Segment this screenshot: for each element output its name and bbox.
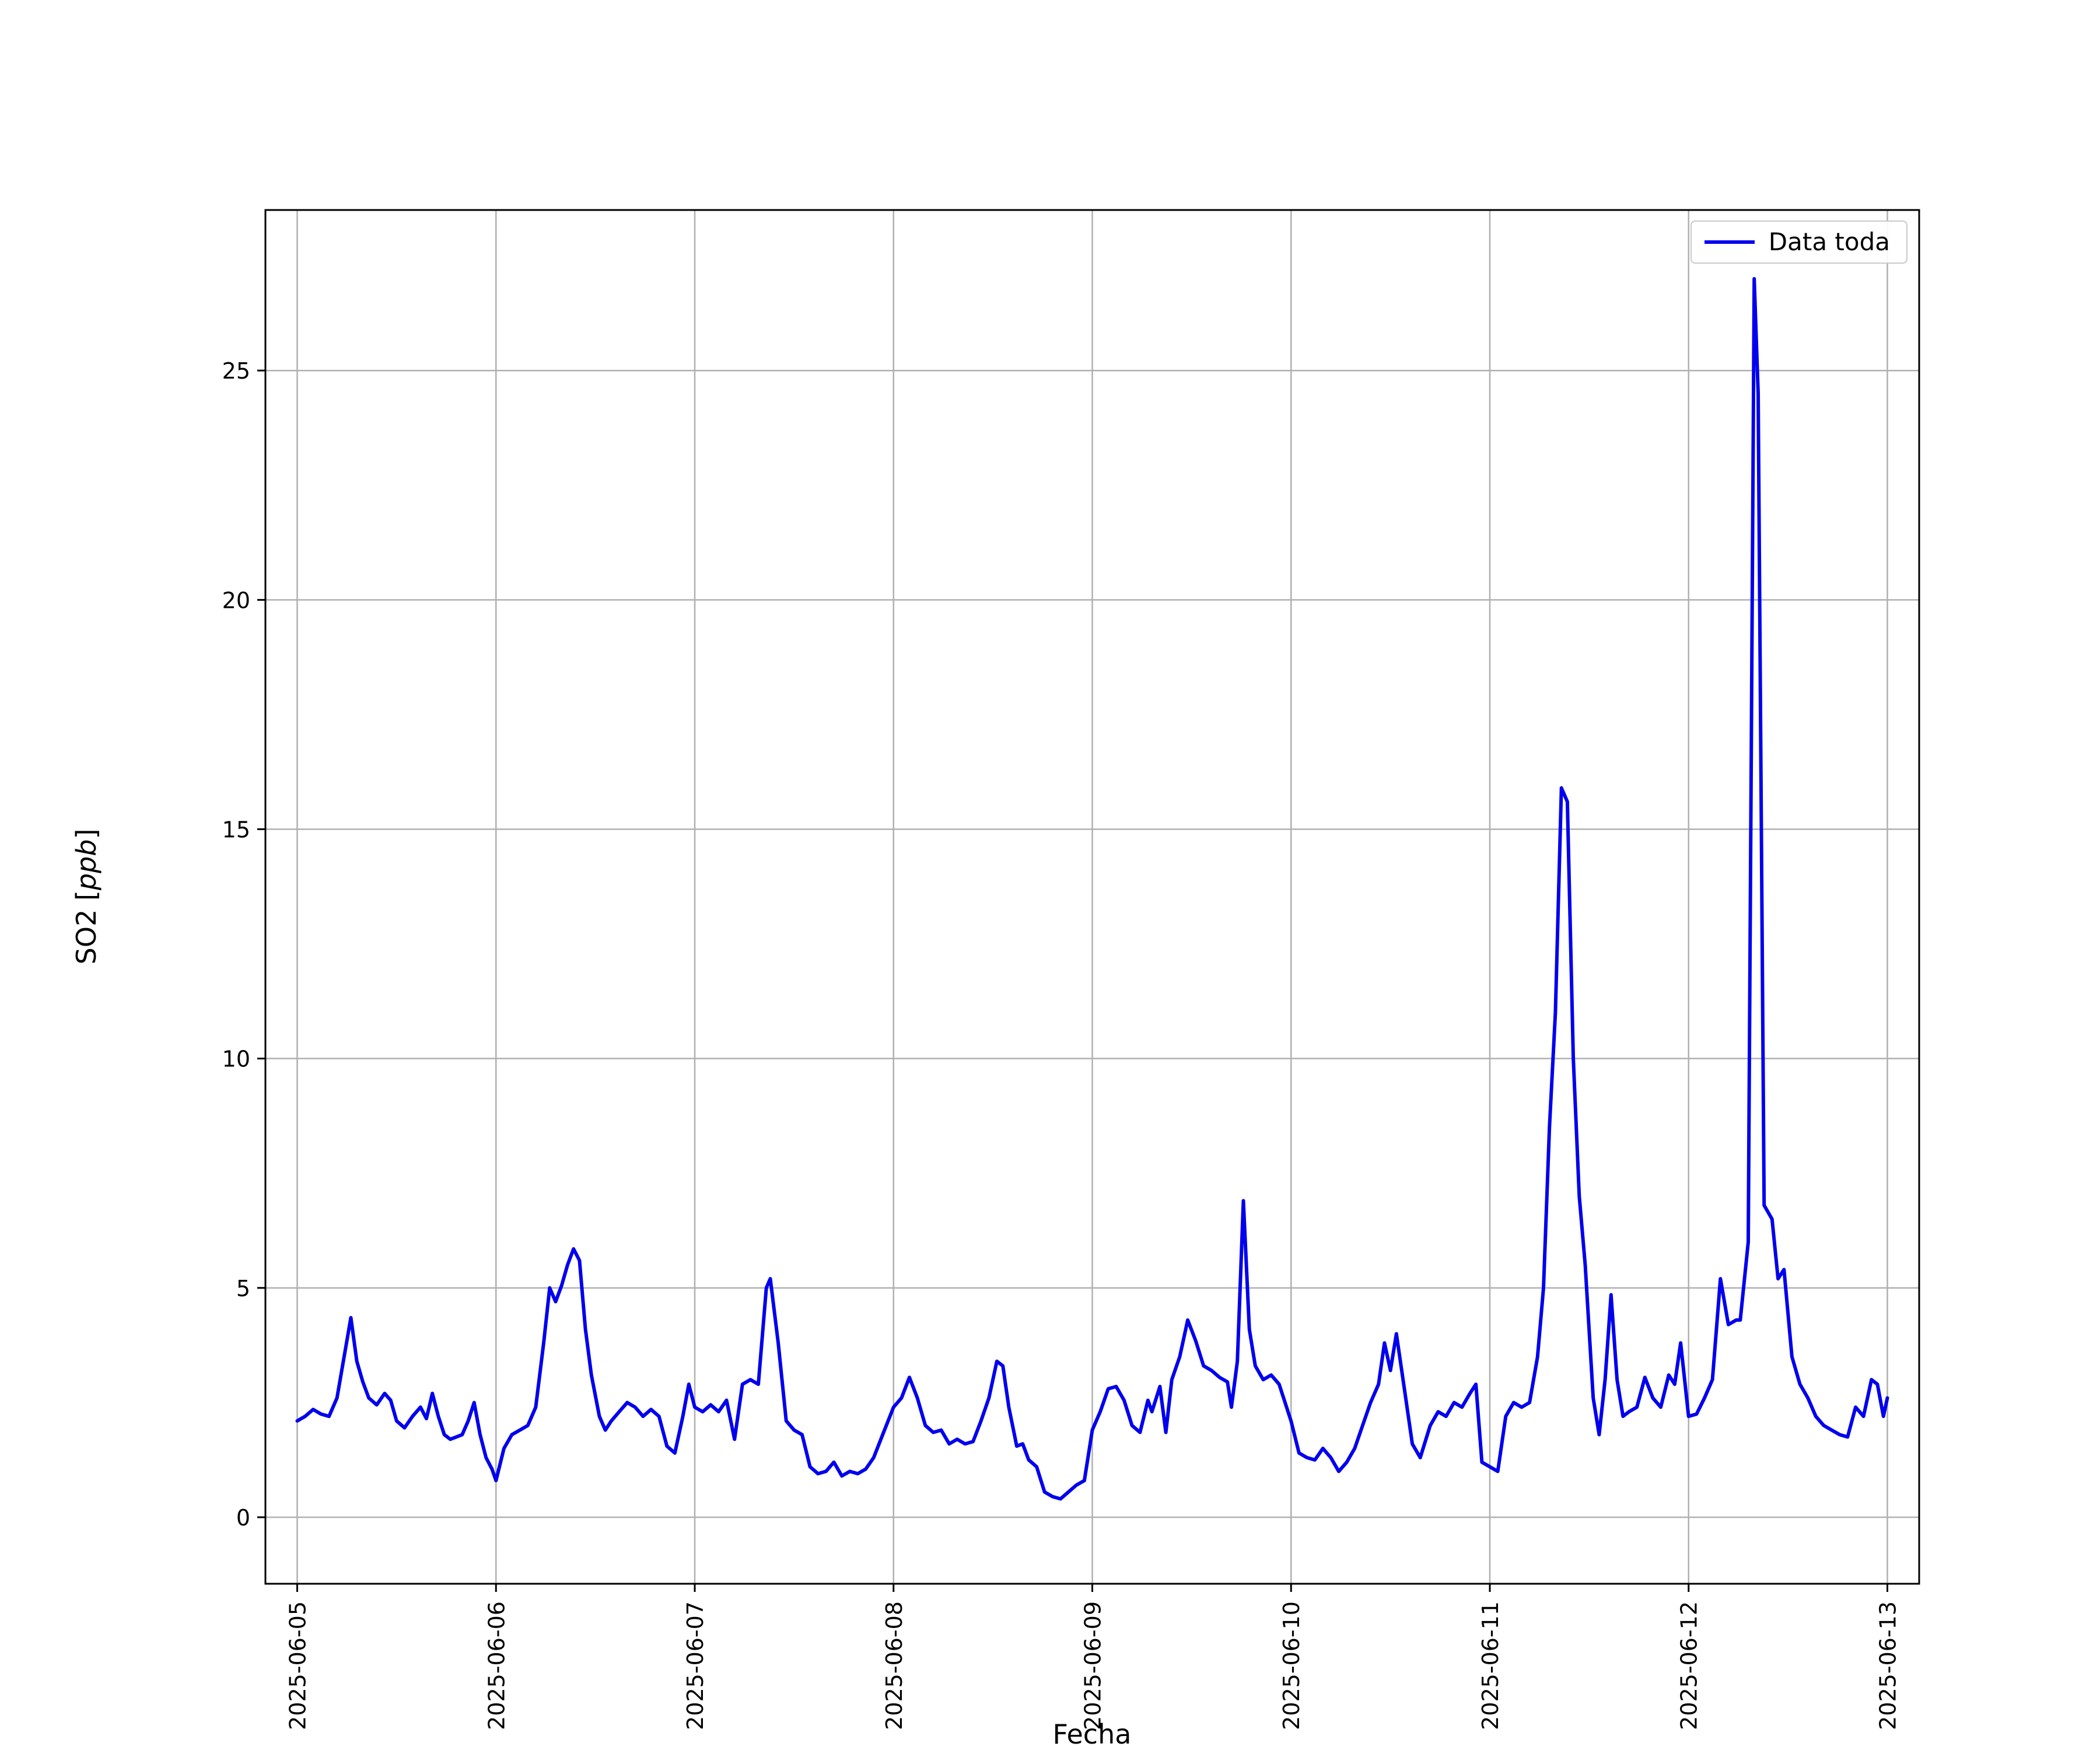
y-tick-label: 15	[222, 817, 250, 843]
x-tick-label: 2025-06-10	[1279, 1601, 1304, 1730]
y-tick-label: 5	[236, 1276, 250, 1301]
y-tick-label: 20	[222, 587, 250, 613]
legend-label: Data toda	[1768, 228, 1890, 256]
y-axis-label-pre: SO2 [	[71, 890, 102, 965]
x-tick-label: 2025-06-12	[1676, 1601, 1702, 1730]
legend: Data toda	[1690, 220, 1908, 264]
x-tick-label: 2025-06-13	[1875, 1601, 1901, 1730]
x-tick-label: 2025-06-07	[682, 1601, 708, 1730]
axes-frame	[264, 209, 1920, 1585]
x-axis-label: Fecha	[1052, 1718, 1132, 1750]
x-tick-label: 2025-06-08	[881, 1601, 907, 1730]
y-axis-label-unit: ppb	[71, 839, 102, 891]
y-axis-label: SO2 [ppb]	[71, 829, 102, 965]
y-axis-label-post: ]	[71, 828, 102, 839]
y-tick-label: 25	[222, 358, 250, 384]
x-tick-label: 2025-06-09	[1080, 1601, 1106, 1730]
x-tick-label: 2025-06-11	[1478, 1601, 1503, 1730]
x-tick-label: 2025-06-06	[484, 1601, 509, 1730]
y-tick-label: 10	[222, 1046, 250, 1072]
series-line	[295, 276, 1889, 1501]
y-tick-label: 0	[236, 1505, 250, 1531]
legend-line-swatch	[1704, 240, 1755, 244]
x-tick-label: 2025-06-05	[285, 1601, 311, 1730]
